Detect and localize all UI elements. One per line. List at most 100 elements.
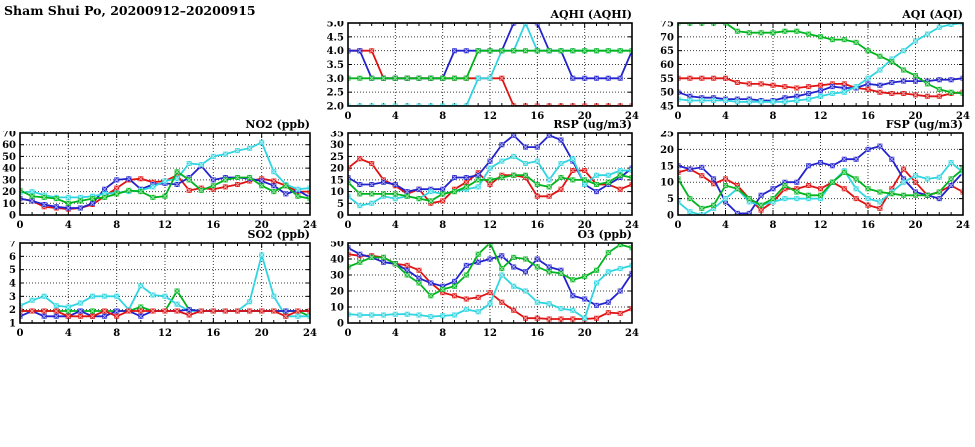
svg-text:4: 4 — [392, 328, 399, 339]
chart-title-aqi: AQI (AQI) — [902, 8, 963, 21]
svg-text:4: 4 — [722, 111, 729, 122]
svg-text:0: 0 — [337, 319, 344, 330]
chart-aqhi: AQHI (AQHI) 2.0 2.5 3.0 3.5 4.0 4.5 5.0 0 4 8 12 16… — [326, 8, 642, 126]
svg-text:25: 25 — [330, 152, 344, 163]
svg-text:0: 0 — [337, 211, 344, 222]
svg-text:0: 0 — [675, 111, 682, 122]
svg-text:8: 8 — [439, 111, 446, 122]
svg-text:40: 40 — [2, 164, 16, 175]
svg-text:12: 12 — [483, 220, 497, 231]
svg-text:20: 20 — [255, 220, 269, 231]
svg-text:6: 6 — [9, 252, 16, 263]
svg-text:12: 12 — [158, 220, 172, 231]
chart-rsp: RSP (ug/m3) 0 5 10 15 20 25 30 35 0 4 8 12 16 20 24 — [326, 118, 642, 234]
svg-text:8: 8 — [113, 220, 120, 231]
chart-plot-o3: 0 10 20 30 40 50 0 4 8 12 16 20 24 — [326, 239, 642, 345]
svg-text:20: 20 — [2, 187, 16, 198]
svg-text:0: 0 — [345, 328, 352, 339]
svg-text:20: 20 — [255, 328, 269, 339]
svg-text:8: 8 — [439, 328, 446, 339]
svg-text:16: 16 — [530, 220, 544, 231]
svg-text:3.0: 3.0 — [327, 74, 344, 85]
svg-text:10: 10 — [660, 178, 674, 189]
svg-text:50: 50 — [660, 88, 674, 99]
svg-text:7: 7 — [9, 241, 16, 250]
svg-text:20: 20 — [660, 145, 674, 156]
svg-text:16: 16 — [206, 220, 220, 231]
svg-text:0: 0 — [9, 211, 16, 222]
svg-text:2.0: 2.0 — [327, 102, 344, 113]
chart-plot-aqhi: 2.0 2.5 3.0 3.5 4.0 4.5 5.0 0 4 8 12 16 20 24 — [326, 19, 642, 128]
svg-text:70: 70 — [2, 131, 16, 140]
chart-so2: SO2 (ppb) 1 2 3 4 5 6 7 0 4 8 12 16 20 24 — [0, 228, 320, 342]
svg-text:4: 4 — [9, 279, 16, 290]
chart-plot-aqi: 45 50 55 60 65 70 75 0 4 8 12 16 20 24 — [656, 19, 973, 128]
svg-text:3: 3 — [9, 292, 16, 303]
svg-text:55: 55 — [660, 74, 674, 85]
svg-text:2.5: 2.5 — [327, 88, 344, 99]
chart-title-no2: NO2 (ppb) — [245, 118, 310, 131]
svg-text:3.5: 3.5 — [327, 60, 344, 71]
svg-text:4: 4 — [392, 111, 399, 122]
svg-text:15: 15 — [330, 175, 344, 186]
svg-text:24: 24 — [956, 111, 970, 122]
svg-text:1: 1 — [9, 319, 16, 330]
svg-text:16: 16 — [861, 111, 875, 122]
svg-text:65: 65 — [660, 46, 674, 57]
chart-title-o3: O3 (ppb) — [577, 228, 632, 241]
svg-text:10: 10 — [330, 187, 344, 198]
svg-text:25: 25 — [660, 131, 674, 140]
svg-text:60: 60 — [2, 140, 16, 151]
page-title: Sham Shui Po, 20200912–20200915 — [4, 3, 256, 18]
svg-text:24: 24 — [303, 220, 317, 231]
svg-text:4: 4 — [392, 220, 399, 231]
svg-text:8: 8 — [770, 111, 777, 122]
chart-plot-so2: 1 2 3 4 5 6 7 0 4 8 12 16 20 24 — [0, 239, 320, 345]
svg-text:20: 20 — [909, 111, 923, 122]
svg-text:5.0: 5.0 — [327, 21, 344, 30]
svg-text:10: 10 — [2, 199, 16, 210]
svg-text:35: 35 — [330, 131, 344, 140]
svg-text:10: 10 — [330, 303, 344, 314]
svg-text:20: 20 — [330, 287, 344, 298]
svg-text:4: 4 — [722, 220, 729, 231]
svg-text:16: 16 — [861, 220, 875, 231]
svg-text:4: 4 — [65, 220, 72, 231]
svg-text:8: 8 — [770, 220, 777, 231]
svg-text:4.5: 4.5 — [327, 32, 344, 43]
svg-text:5: 5 — [9, 265, 16, 276]
svg-text:0: 0 — [667, 211, 674, 222]
svg-text:20: 20 — [578, 328, 592, 339]
svg-text:0: 0 — [17, 328, 24, 339]
chart-plot-fsp: 0 5 10 15 20 25 0 4 8 12 16 20 24 — [656, 129, 973, 237]
svg-text:30: 30 — [330, 271, 344, 282]
svg-text:30: 30 — [2, 175, 16, 186]
svg-text:45: 45 — [660, 102, 674, 113]
svg-text:5: 5 — [667, 194, 674, 205]
svg-text:24: 24 — [956, 220, 970, 231]
svg-text:50: 50 — [330, 241, 344, 250]
svg-text:40: 40 — [330, 255, 344, 266]
chart-title-rsp: RSP (ug/m3) — [553, 118, 632, 131]
svg-text:20: 20 — [578, 111, 592, 122]
chart-aqi: AQI (AQI) 45 50 55 60 65 70 75 0 4 8 12 16 20 24 — [656, 8, 973, 126]
chart-title-aqhi: AQHI (AQHI) — [550, 8, 632, 21]
chart-plot-rsp: 0 5 10 15 20 25 30 35 0 4 8 12 16 20 24 — [326, 129, 642, 237]
svg-text:12: 12 — [158, 328, 172, 339]
svg-text:70: 70 — [660, 32, 674, 43]
chart-title-so2: SO2 (ppb) — [247, 228, 311, 241]
svg-text:20: 20 — [909, 220, 923, 231]
chart-title-fsp: FSP (ug/m3) — [885, 118, 963, 131]
svg-text:16: 16 — [530, 328, 544, 339]
svg-text:20: 20 — [578, 220, 592, 231]
svg-text:15: 15 — [660, 161, 674, 172]
chart-no2: NO2 (ppb) 0 10 20 30 40 50 60 70 0 4 8 12 16 20 24 — [0, 118, 320, 234]
svg-text:12: 12 — [483, 111, 497, 122]
svg-text:75: 75 — [660, 21, 674, 30]
svg-text:8: 8 — [439, 220, 446, 231]
svg-text:16: 16 — [530, 111, 544, 122]
svg-text:20: 20 — [330, 164, 344, 175]
svg-text:5: 5 — [337, 199, 344, 210]
svg-text:0: 0 — [345, 220, 352, 231]
